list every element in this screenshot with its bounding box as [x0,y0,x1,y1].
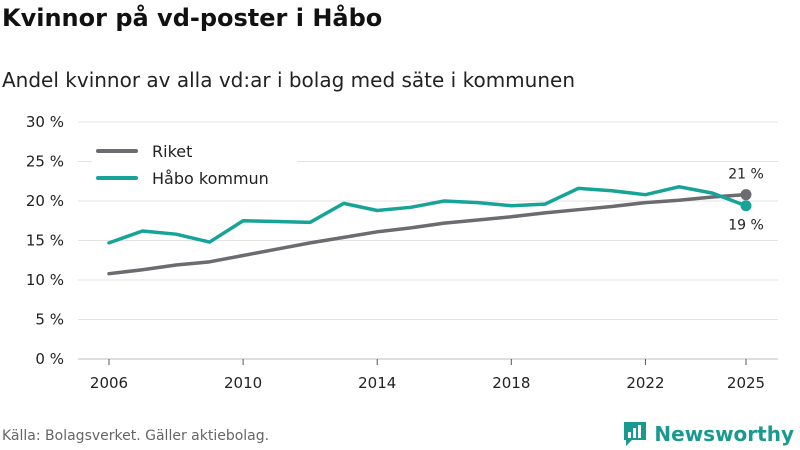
source-note: Källa: Bolagsverket. Gäller aktiebolag. [2,428,270,444]
y-tick-label: 20 % [26,192,64,210]
series-line-riket [107,192,748,276]
end-label-riket: 21 % [728,167,764,183]
brand: Newsworthy [622,420,794,448]
y-tick-label: 30 % [26,113,64,131]
x-tick-label: 2018 [492,374,530,392]
x-tick-label: 2006 [90,374,128,392]
end-marker-riket [740,189,752,201]
series-line-habo [107,185,748,245]
y-tick-label: 10 % [26,271,64,289]
chart-subtitle: Andel kvinnor av alla vd:ar i bolag med … [2,68,575,92]
legend-label-habo: Håbo kommun [152,169,269,188]
y-tick-label: 25 % [26,153,64,171]
legend-label-riket: Riket [152,142,192,161]
end-marker-habo [740,200,752,212]
x-tick-label: 2014 [358,374,396,392]
x-tick-label: 2010 [224,374,262,392]
y-tick-label: 0 % [35,350,64,368]
chart-title: Kvinnor på vd-poster i Håbo [2,4,383,32]
x-tick-label: 2025 [727,374,765,392]
newsworthy-logo-icon [624,422,647,446]
y-tick-label: 5 % [35,311,64,329]
y-tick-label: 15 % [26,232,64,250]
brand-name: Newsworthy [654,422,794,446]
x-tick-label: 2022 [626,374,664,392]
end-label-habo: 19 % [728,218,764,234]
